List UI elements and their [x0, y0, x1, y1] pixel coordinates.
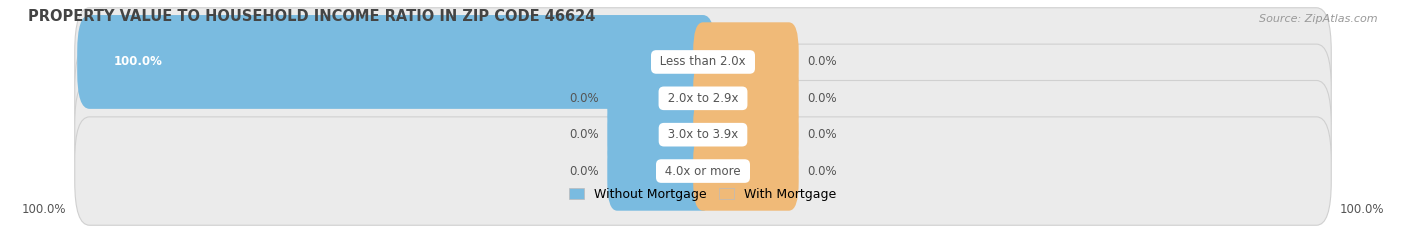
Text: 100.0%: 100.0%	[114, 55, 163, 69]
Text: Less than 2.0x: Less than 2.0x	[657, 55, 749, 69]
FancyBboxPatch shape	[693, 95, 799, 174]
Legend: Without Mortgage, With Mortgage: Without Mortgage, With Mortgage	[564, 183, 842, 206]
FancyBboxPatch shape	[693, 59, 799, 138]
Text: Source: ZipAtlas.com: Source: ZipAtlas.com	[1260, 14, 1378, 24]
FancyBboxPatch shape	[75, 80, 1331, 189]
Text: 2.0x to 2.9x: 2.0x to 2.9x	[664, 92, 742, 105]
Text: 100.0%: 100.0%	[21, 203, 66, 216]
FancyBboxPatch shape	[75, 8, 1331, 116]
Text: 0.0%: 0.0%	[807, 92, 837, 105]
FancyBboxPatch shape	[607, 59, 713, 138]
Text: 100.0%: 100.0%	[1340, 203, 1385, 216]
Text: 3.0x to 3.9x: 3.0x to 3.9x	[664, 128, 742, 141]
FancyBboxPatch shape	[607, 95, 713, 174]
FancyBboxPatch shape	[75, 117, 1331, 225]
FancyBboxPatch shape	[693, 22, 799, 102]
Text: 0.0%: 0.0%	[569, 164, 599, 178]
Text: 4.0x or more: 4.0x or more	[661, 164, 745, 178]
FancyBboxPatch shape	[693, 131, 799, 211]
FancyBboxPatch shape	[607, 131, 713, 211]
Text: 0.0%: 0.0%	[807, 128, 837, 141]
Text: 0.0%: 0.0%	[807, 55, 837, 69]
Text: 0.0%: 0.0%	[569, 128, 599, 141]
FancyBboxPatch shape	[77, 15, 716, 109]
Text: 0.0%: 0.0%	[569, 92, 599, 105]
Text: 0.0%: 0.0%	[807, 164, 837, 178]
FancyBboxPatch shape	[75, 44, 1331, 153]
Text: PROPERTY VALUE TO HOUSEHOLD INCOME RATIO IN ZIP CODE 46624: PROPERTY VALUE TO HOUSEHOLD INCOME RATIO…	[28, 9, 596, 24]
